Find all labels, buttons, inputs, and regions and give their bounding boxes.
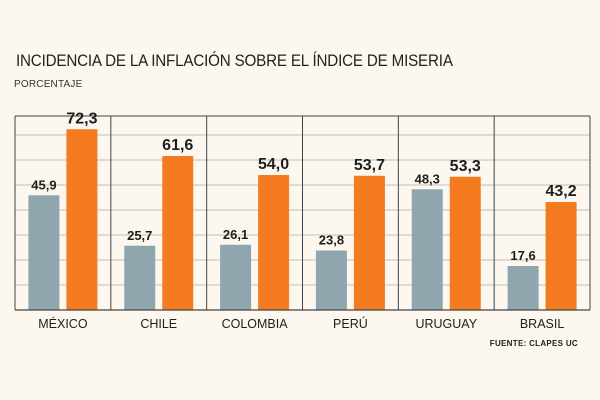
data-label: 54,0 — [258, 156, 289, 173]
data-label: 72,3 — [66, 110, 97, 127]
data-label: 48,3 — [415, 171, 440, 186]
data-label: 23,8 — [319, 233, 344, 248]
bar-series-a — [28, 195, 60, 310]
category-label: URUGUAY — [415, 317, 477, 331]
data-label: 53,3 — [450, 158, 481, 175]
bar-series-b — [66, 129, 98, 310]
data-label: 53,7 — [354, 157, 385, 174]
bar-series-b — [449, 176, 481, 310]
bar-series-a — [220, 244, 252, 310]
data-label: 45,9 — [31, 177, 56, 192]
category-label: BRASIL — [520, 317, 565, 331]
data-label: 25,7 — [127, 228, 152, 243]
bar-series-a — [507, 266, 539, 310]
chart-subtitle: PORCENTAJE — [14, 79, 83, 90]
source-note: FUENTE: CLAPES UC — [489, 339, 578, 348]
category-label: COLOMBIA — [222, 317, 289, 331]
category-label: PERÚ — [333, 316, 368, 331]
bar-series-b — [162, 156, 194, 310]
data-label: 26,1 — [223, 227, 248, 242]
data-label: 17,6 — [510, 248, 535, 263]
data-label: 61,6 — [162, 137, 193, 154]
category-label: CHILE — [140, 317, 177, 331]
bar-series-a — [124, 245, 156, 310]
bar-series-a — [411, 189, 443, 310]
chart-title: INCIDENCIA DE LA INFLACIÓN SOBRE EL ÍNDI… — [16, 52, 453, 70]
bar-series-b — [258, 175, 290, 310]
bar-series-b — [545, 202, 577, 310]
category-label: MÉXICO — [38, 316, 88, 331]
data-label: 43,2 — [546, 183, 577, 200]
bar-series-b — [353, 175, 385, 310]
bar-series-a — [315, 250, 347, 310]
